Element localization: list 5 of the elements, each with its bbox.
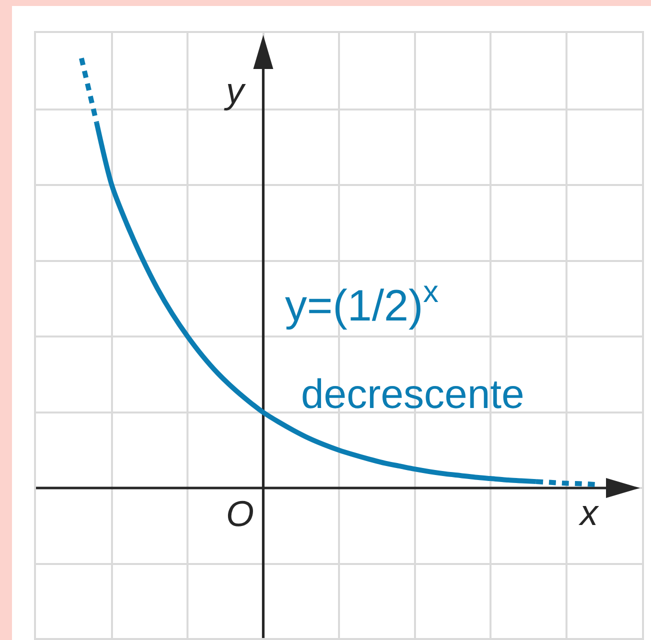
annotation: y=(1/2)$^{x}$ xyxy=(285,274,440,330)
text: O xyxy=(226,493,254,534)
annotation: decrescente xyxy=(301,371,524,417)
y-axis-title: y xyxy=(223,70,246,111)
x-axis-title: x xyxy=(578,492,600,533)
